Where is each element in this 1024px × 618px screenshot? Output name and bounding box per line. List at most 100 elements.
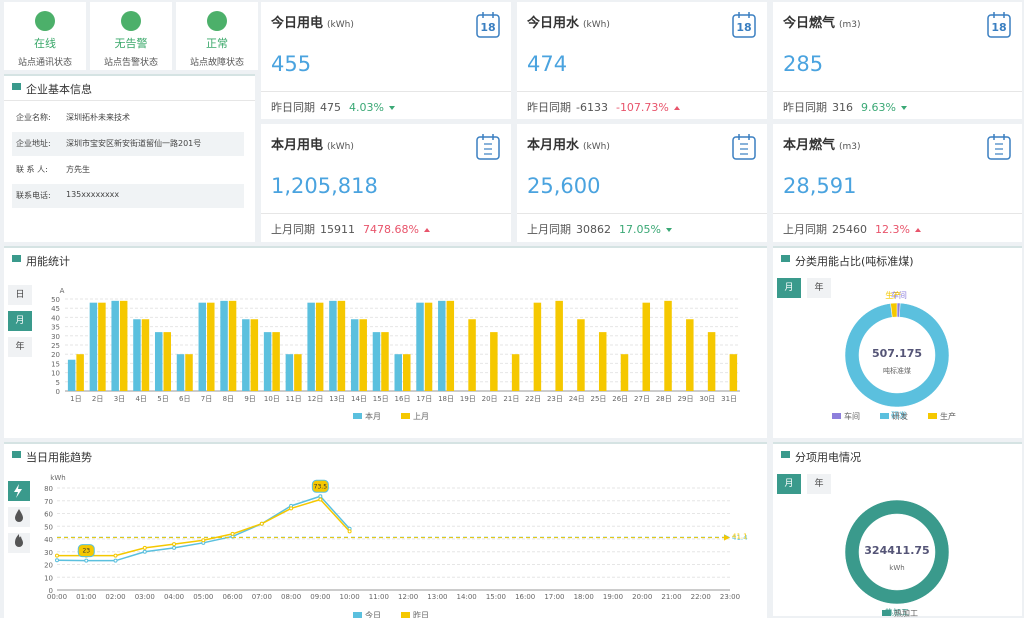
- compare-label: 昨日同期: [783, 101, 827, 114]
- info-label: 联系电话:: [16, 191, 51, 200]
- status-tile: 正常 站点故障状态: [176, 2, 258, 70]
- change: 4.03%: [349, 101, 384, 114]
- card-compare: 上月同期 25460 12.3%: [783, 221, 921, 237]
- tab-button[interactable]: 年: [807, 474, 831, 494]
- panel: 分类用能占比(吨标准煤) 月年: [773, 246, 1022, 438]
- status-desc: 站点通讯状态: [17, 58, 72, 68]
- tab-button[interactable]: 年: [8, 337, 32, 357]
- status-label: 正常: [206, 37, 228, 50]
- trend-arrow: [914, 228, 921, 232]
- card-unit: (m3): [839, 20, 861, 30]
- compare-label: 昨日同期: [527, 101, 571, 114]
- divider: [517, 213, 767, 214]
- panel: 企业基本信息企业名称: 深圳拓朴未来技术企业地址: 深圳市宝安区新安街道留仙一路20…: [4, 74, 255, 242]
- card-unit: (kWh): [583, 142, 610, 152]
- card-value: 474: [527, 52, 568, 76]
- card-compare: 上月同期 30862 17.05%: [527, 221, 672, 237]
- panel: 用能统计日月年: [4, 246, 767, 438]
- divider: [261, 213, 511, 214]
- info-value: 深圳市宝安区新安街道留仙一路201号: [66, 139, 202, 148]
- card-title: 本月用电 (kWh): [271, 138, 354, 153]
- kpi-card: 今日燃气 (m3) 285 昨日同期 316 9.63%: [773, 2, 1022, 119]
- compare-value: -6133: [576, 101, 608, 114]
- tab-button[interactable]: 月: [777, 278, 801, 298]
- trend-arrow: [665, 228, 672, 232]
- info-value: 方先生: [66, 165, 90, 174]
- info-label: 企业名称:: [16, 113, 51, 122]
- card-value: 25,600: [527, 174, 601, 198]
- tab-button[interactable]: 月: [8, 311, 32, 331]
- tab-button[interactable]: 年: [807, 278, 831, 298]
- card-value: 1,205,818: [271, 174, 378, 198]
- divider: [4, 100, 255, 101]
- panel-title: 用能统计: [26, 255, 70, 268]
- change: 9.63%: [861, 101, 896, 114]
- divider: [261, 91, 511, 92]
- status-desc: 站点故障状态: [189, 58, 244, 68]
- panel-title: 企业基本信息: [26, 83, 92, 96]
- compare-label: 上月同期: [271, 223, 315, 236]
- info-label: 企业地址:: [16, 139, 51, 148]
- card-compare: 昨日同期 475 4.03%: [271, 99, 395, 115]
- icon-button-flame[interactable]: [8, 533, 30, 553]
- status-label: 无告警: [114, 37, 148, 50]
- kpi-card: 今日用水 (kWh) 474 昨日同期 -6133 -107.73%: [517, 2, 767, 119]
- card-unit: (kWh): [583, 20, 610, 30]
- info-value: 深圳拓朴未来技术: [66, 113, 130, 122]
- compare-label: 上月同期: [783, 223, 827, 236]
- panel-title: 分项用电情况: [795, 451, 861, 464]
- compare-value: 475: [320, 101, 341, 114]
- card-title: 本月用水 (kWh): [527, 138, 610, 153]
- kpi-card: 本月用水 (kWh) 25,600 上月同期 30862 17.05%: [517, 124, 767, 242]
- compare-label: 上月同期: [527, 223, 571, 236]
- icon-button-lightning[interactable]: [8, 481, 30, 501]
- compare-value: 15911: [320, 223, 355, 236]
- card-title: 今日燃气 (m3): [783, 16, 861, 31]
- status-tile: 在线 站点通讯状态: [4, 2, 86, 70]
- card-unit: (kWh): [327, 20, 354, 30]
- compare-value: 316: [832, 101, 853, 114]
- card-compare: 昨日同期 -6133 -107.73%: [527, 99, 680, 115]
- status-desc: 站点告警状态: [103, 58, 158, 68]
- trend-arrow: [423, 228, 430, 232]
- card-compare: 昨日同期 316 9.63%: [783, 99, 907, 115]
- icon-button-drop[interactable]: [8, 507, 30, 527]
- card-value: 455: [271, 52, 312, 76]
- kpi-card: 今日用电 (kWh) 455 昨日同期 475 4.03%: [261, 2, 511, 119]
- panel: 当日用能趋势: [4, 442, 767, 618]
- divider: [517, 91, 767, 92]
- card-title: 本月燃气 (m3): [783, 138, 861, 153]
- kpi-card: 本月用电 (kWh) 1,205,818 上月同期 15911 7478.68%: [261, 124, 511, 242]
- panel: 分项用电情况月年: [773, 442, 1022, 616]
- card-title: 今日用电 (kWh): [271, 16, 354, 31]
- divider: [773, 213, 1022, 214]
- tab-button[interactable]: 月: [777, 474, 801, 494]
- kpi-card: 本月燃气 (m3) 28,591 上月同期 25460 12.3%: [773, 124, 1022, 242]
- row-bg: [12, 184, 244, 208]
- change: 17.05%: [619, 223, 661, 236]
- trend-arrow: [388, 106, 395, 110]
- card-value: 28,591: [783, 174, 857, 198]
- trend-arrow: [900, 106, 907, 110]
- row-bg: [12, 132, 244, 156]
- compare-value: 25460: [832, 223, 867, 236]
- trend-arrow: [673, 106, 680, 110]
- status-label: 在线: [34, 37, 56, 50]
- compare-value: 30862: [576, 223, 611, 236]
- change: -107.73%: [615, 101, 669, 114]
- change: 7478.68%: [363, 223, 419, 236]
- status-tile: 无告警 站点告警状态: [90, 2, 172, 70]
- card-value: 285: [783, 52, 824, 76]
- card-compare: 上月同期 15911 7478.68%: [271, 221, 430, 237]
- change: 12.3%: [875, 223, 910, 236]
- divider: [773, 91, 1022, 92]
- card-unit: (m3): [839, 142, 861, 152]
- panel-title: 分类用能占比(吨标准煤): [795, 255, 914, 268]
- card-title: 今日用水 (kWh): [527, 16, 610, 31]
- info-value: 135xxxxxxxx: [66, 190, 120, 199]
- compare-label: 昨日同期: [271, 101, 315, 114]
- panel-title: 当日用能趋势: [26, 451, 92, 464]
- info-label: 联 系 人:: [16, 165, 48, 174]
- tab-button[interactable]: 日: [8, 285, 32, 305]
